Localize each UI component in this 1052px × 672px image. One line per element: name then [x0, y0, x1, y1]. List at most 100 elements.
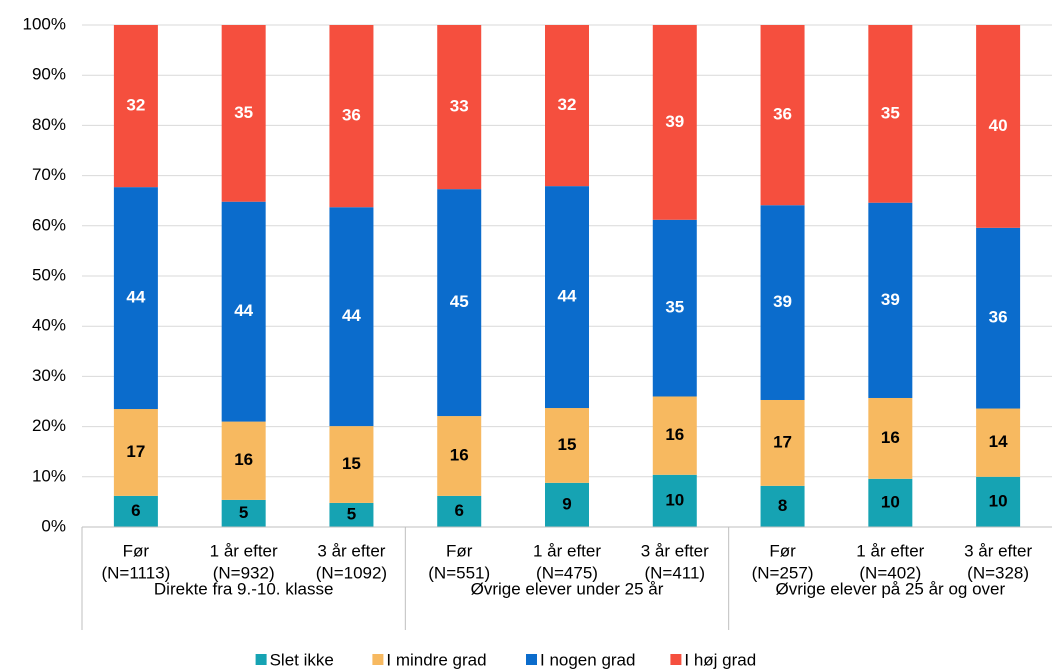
group-label: Øvrige elever under 25 år: [471, 579, 664, 598]
bar-segment: [329, 502, 374, 527]
data-label: 32: [558, 95, 577, 114]
data-label: 10: [665, 490, 684, 509]
bar-segment: [545, 186, 589, 409]
data-label: 15: [342, 454, 361, 473]
y-tick-label: 80%: [32, 115, 66, 134]
data-label: 36: [989, 308, 1008, 327]
x-tick-label: (N=402): [859, 563, 921, 582]
data-label: 10: [989, 491, 1008, 510]
bar-segment: [329, 207, 374, 427]
data-label: 44: [558, 287, 577, 306]
y-tick-label: 100%: [23, 14, 66, 33]
bar-segment: [113, 187, 158, 410]
legend-swatch: [526, 654, 537, 665]
x-tick-label: (N=257): [752, 563, 814, 582]
y-tick-label: 10%: [32, 466, 66, 485]
bar-segment: [868, 478, 913, 527]
bar-segment: [113, 25, 158, 188]
x-tick-label: 1 år efter: [210, 541, 278, 560]
group-label: Direkte fra 9.-10. klasse: [154, 579, 334, 598]
bar-segment: [652, 396, 697, 475]
legend-label: I nogen grad: [540, 650, 635, 669]
data-label: 17: [126, 442, 145, 461]
bar-segment: [221, 201, 266, 422]
data-label: 16: [450, 445, 469, 464]
y-tick-label: 70%: [32, 165, 66, 184]
bar-segment: [437, 495, 482, 527]
data-label: 5: [347, 504, 356, 523]
data-label: 15: [558, 435, 577, 454]
bar-segment: [760, 399, 805, 486]
data-label: 39: [881, 290, 900, 309]
bar-segment: [545, 482, 589, 527]
data-label: 16: [234, 450, 253, 469]
y-tick-label: 20%: [32, 416, 66, 435]
legend-label: Slet ikke: [270, 650, 334, 669]
data-label: 14: [989, 432, 1008, 451]
legend-swatch: [255, 654, 267, 665]
data-label: 6: [131, 501, 140, 520]
data-label: 10: [881, 492, 900, 511]
data-label: 8: [778, 496, 787, 515]
bar-segment: [760, 205, 805, 400]
y-tick-label: 30%: [32, 366, 66, 385]
bar-segment: [221, 421, 266, 500]
bar-segment: [976, 227, 1021, 409]
data-label: 16: [881, 428, 900, 447]
data-label: 44: [342, 306, 361, 325]
bar-segment: [868, 202, 913, 398]
data-label: 36: [773, 105, 792, 124]
x-tick-label: (N=551): [428, 563, 490, 582]
y-tick-label: 60%: [32, 215, 66, 234]
data-label: 33: [450, 97, 469, 116]
data-label: 17: [773, 432, 792, 451]
data-label: 6: [454, 501, 463, 520]
x-tick-label: (N=475): [536, 563, 598, 582]
bar-segment: [760, 25, 805, 206]
x-tick-label: 3 år efter: [641, 541, 709, 560]
data-label: 44: [234, 301, 253, 320]
y-tick-label: 0%: [41, 516, 66, 535]
group-label: Øvrige elever på 25 år og over: [776, 579, 1006, 598]
x-tick-label: Før: [123, 541, 150, 560]
x-tick-label: Før: [446, 541, 473, 560]
legend-label: I høj grad: [684, 650, 756, 669]
legend-swatch: [372, 654, 384, 665]
bar-segment: [976, 476, 1021, 527]
bar-segment: [652, 25, 697, 220]
bar-segment: [976, 408, 1021, 477]
bar-segment: [545, 408, 589, 483]
data-label: 35: [881, 103, 900, 122]
legend-label: I mindre grad: [386, 650, 486, 669]
bar-segment: [652, 474, 697, 527]
y-tick-label: 90%: [32, 65, 66, 84]
x-tick-label: (N=328): [967, 563, 1029, 582]
data-label: 39: [773, 292, 792, 311]
data-label: 45: [450, 292, 469, 311]
bar-segment: [868, 25, 913, 203]
bar-segment: [437, 189, 482, 417]
bar-segment: [437, 25, 482, 190]
data-label: 35: [665, 298, 684, 317]
bar-segment: [221, 25, 266, 202]
data-label: 35: [234, 103, 253, 122]
x-tick-label: (N=1092): [316, 563, 387, 582]
bar-segment: [113, 495, 158, 527]
data-label: 44: [126, 288, 145, 307]
x-tick-label: 1 år efter: [533, 541, 601, 560]
y-tick-label: 50%: [32, 265, 66, 284]
data-label: 32: [126, 96, 145, 115]
legend-swatch: [670, 654, 682, 665]
x-tick-label: (N=932): [213, 563, 275, 582]
bar-segment: [868, 397, 913, 479]
data-label: 16: [665, 425, 684, 444]
bar-segment: [545, 25, 589, 187]
bar-segment: [221, 499, 266, 527]
bar-segment: [652, 219, 697, 397]
bar-segment: [113, 409, 158, 496]
bar-segment: [329, 426, 374, 503]
y-tick-label: 40%: [32, 316, 66, 335]
bar-segment: [976, 25, 1021, 228]
x-tick-label: 3 år efter: [317, 541, 385, 560]
